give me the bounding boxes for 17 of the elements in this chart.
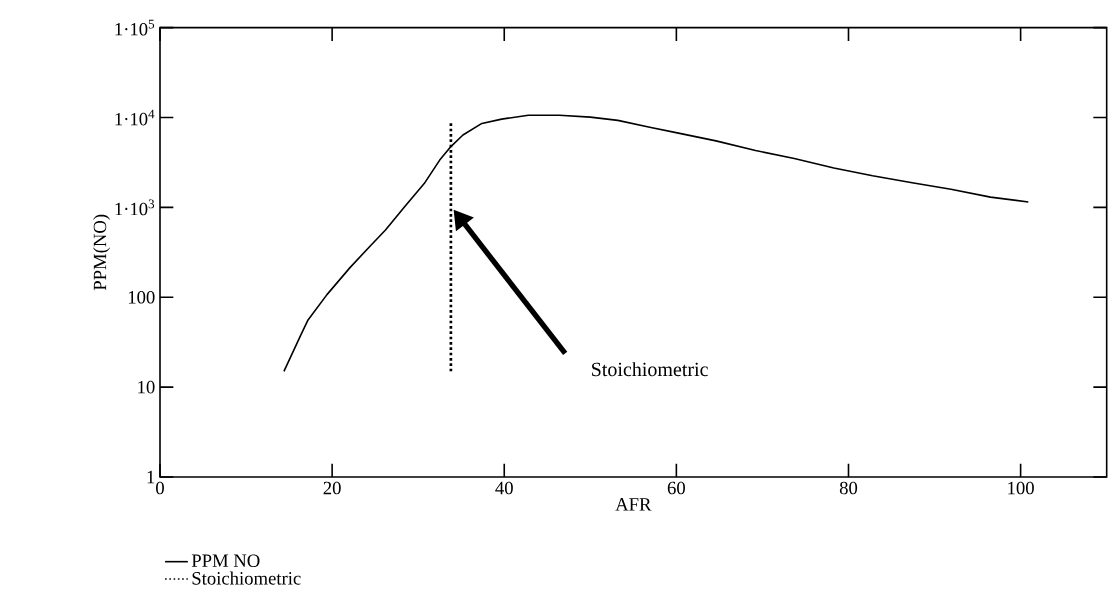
legend-label: Stoichiometric: [192, 571, 301, 585]
y-axis-title: PPM(NO): [93, 214, 111, 291]
x-tick-label: 100: [1008, 481, 1034, 495]
x-tick-label: 40: [495, 481, 513, 495]
y-tick-label: 1·10$^{5}$: [115, 19, 155, 36]
y-tick-label: 1·10$^{3}$: [115, 199, 155, 216]
legend-label: PPM NO: [191, 554, 260, 568]
y-tick-label: 1: [147, 470, 155, 484]
annotation: Stoichiometric: [592, 362, 708, 377]
y-tick-label: 1·10$^{4}$: [115, 109, 155, 126]
x-tick-label: 80: [839, 481, 858, 495]
y-tick-label: 100: [128, 290, 155, 304]
x-tick-label: 60: [667, 481, 685, 495]
x-axis-title: AFR: [615, 498, 652, 511]
x-tick-label: 0: [156, 481, 164, 495]
x-tick-label: 20: [323, 481, 341, 495]
y-tick-label: 10: [138, 380, 155, 394]
